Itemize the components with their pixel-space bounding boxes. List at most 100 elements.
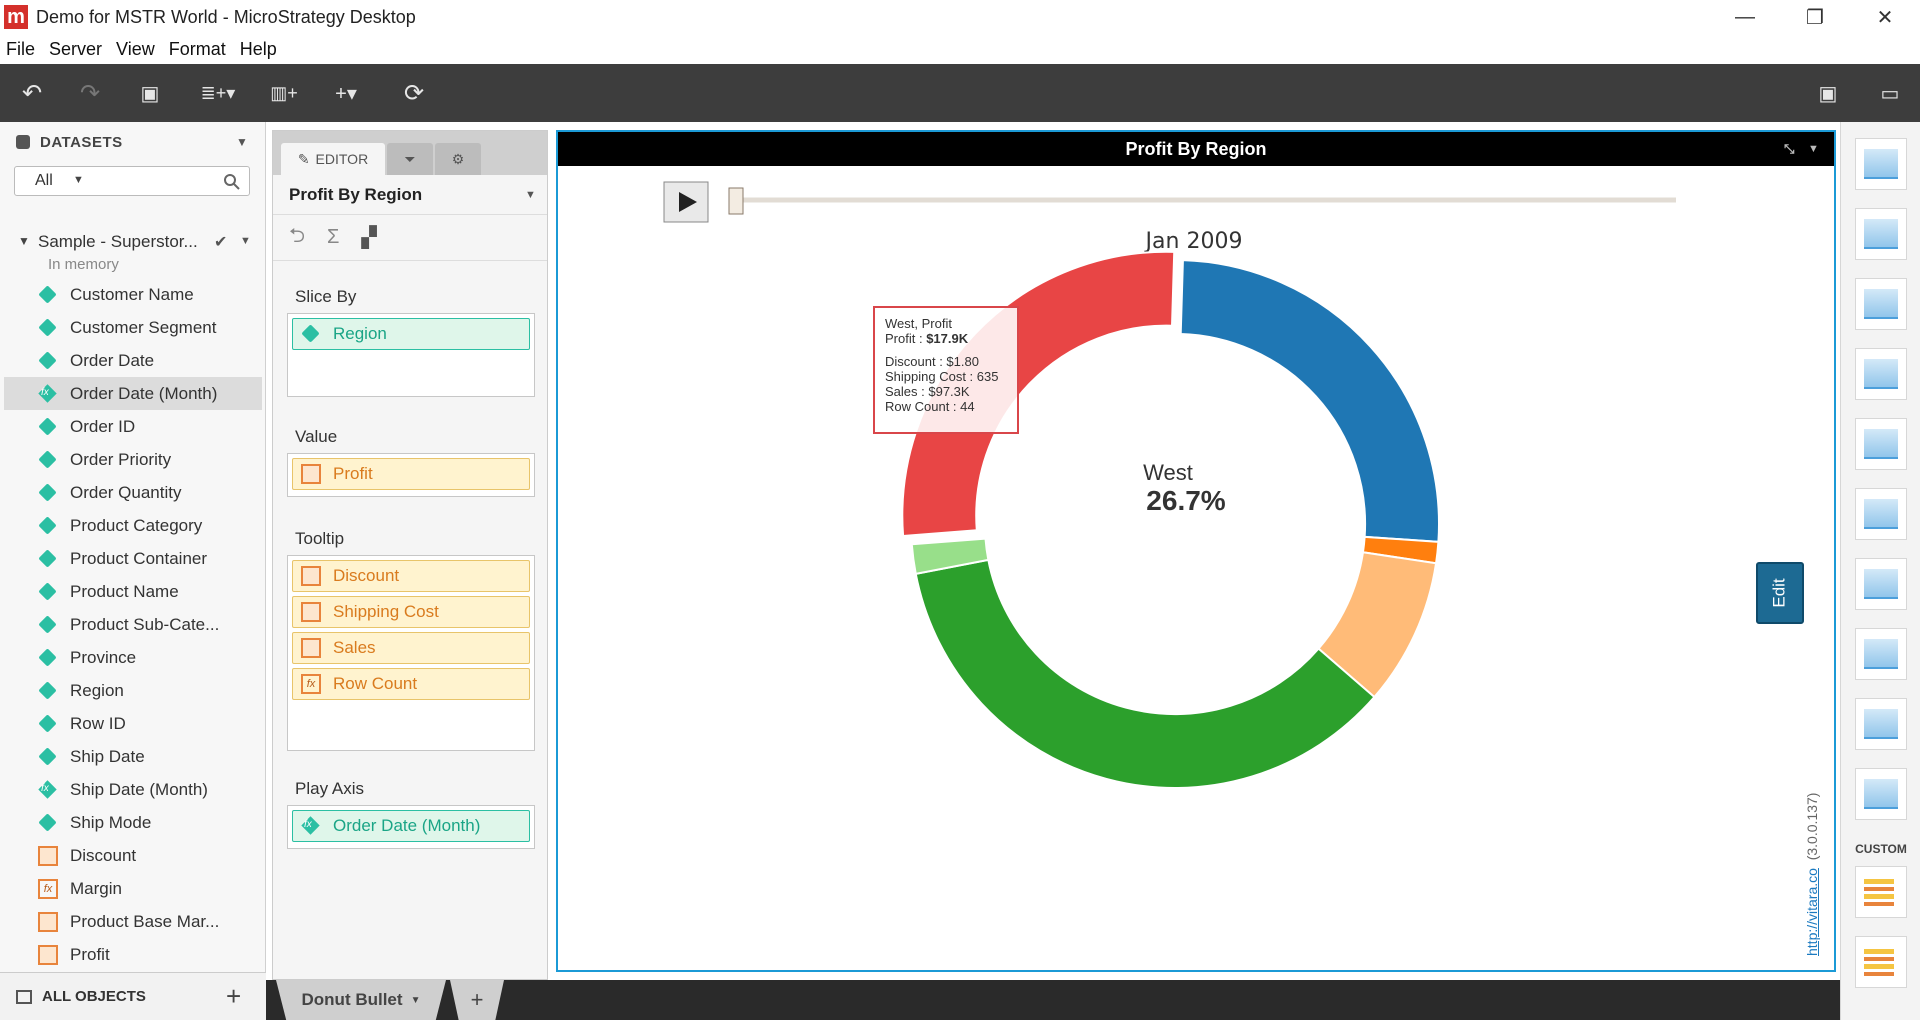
close-button[interactable]: ✕ (1876, 6, 1894, 29)
chevron-down-icon[interactable]: ▼ (410, 994, 421, 1006)
vitara-credit-text: http://vitara.co (3.0.0.137) (1804, 736, 1820, 956)
menu-file[interactable]: File (6, 38, 36, 59)
undo-icon[interactable]: ↶ (21, 79, 43, 107)
minimize-button[interactable]: — (1735, 5, 1755, 28)
dataset-object-item[interactable]: fx Ship Date (Month) (0, 773, 266, 806)
editor-title-text: Profit By Region (289, 184, 423, 204)
chart-options-icon[interactable]: ▞ (361, 227, 377, 249)
dataset-object-item[interactable]: Ship Mode (0, 806, 266, 839)
dataset-object-item[interactable]: Region (0, 674, 266, 707)
dataset-object-item[interactable]: Product Name (0, 575, 266, 608)
tooltip-chip-discount[interactable]: Discount (292, 560, 530, 592)
dataset-object-item[interactable]: Product Category (0, 509, 266, 542)
editor-viz-title[interactable]: Profit By Region ▼ (273, 175, 547, 215)
custom-bullet-icon[interactable] (1855, 866, 1907, 918)
bar-chart-icon[interactable] (1855, 278, 1907, 330)
combo-chart-icon[interactable] (1855, 628, 1907, 680)
heatmap-icon[interactable] (1855, 208, 1907, 260)
custom-bullet-glyph (1864, 879, 1894, 907)
menu-format[interactable]: Format (168, 38, 226, 59)
menu-server[interactable]: Server (49, 38, 103, 59)
attribute-icon (301, 324, 321, 344)
area-chart-glyph (1864, 429, 1898, 459)
tooltip-chip-row-count[interactable]: fx Row Count (292, 668, 530, 700)
play-axis-zone[interactable]: fx Order Date (Month) (287, 805, 535, 849)
tooltip-profit-value: $17.9K (926, 331, 969, 346)
refresh-icon[interactable]: ⟳ (403, 79, 425, 107)
vitara-link[interactable]: http://vitara.co (1804, 868, 1820, 956)
dataset-menu-icon[interactable]: ▼ (240, 235, 251, 247)
dataset-object-item[interactable]: Order Date (0, 344, 266, 377)
dataset-object-item[interactable]: Product Container (0, 542, 266, 575)
search-icon[interactable] (223, 173, 241, 191)
add-object-icon[interactable]: + (226, 981, 242, 1011)
value-zone[interactable]: Profit (287, 453, 535, 497)
play-axis-handle[interactable] (728, 187, 744, 215)
dataset-object-item[interactable]: Province (0, 641, 266, 674)
tab-filter[interactable]: ⏷ (387, 143, 433, 175)
dataset-object-item[interactable]: Product Sub-Cate... (0, 608, 266, 641)
grid-icon[interactable] (1855, 138, 1907, 190)
metric-icon (38, 911, 58, 932)
dataset-object-item[interactable]: Customer Name (0, 278, 266, 311)
bubble-chart-icon[interactable] (1855, 488, 1907, 540)
viz-menu-icon[interactable]: ▼ (1808, 143, 1819, 155)
dataset-object-item[interactable]: Profit (0, 938, 266, 971)
collapse-triangle-icon[interactable]: ▼ (18, 234, 30, 248)
tooltip-chip-sales[interactable]: Sales (292, 632, 530, 664)
tooltip-chip-shipping-cost[interactable]: Shipping Cost (292, 596, 530, 628)
tab-donut-bullet[interactable]: Donut Bullet ▼ (276, 980, 446, 1020)
dataset-object-item[interactable]: fx Margin (0, 872, 266, 905)
area-chart-icon[interactable] (1855, 418, 1907, 470)
dataset-object-item[interactable]: Product Base Mar... (0, 905, 266, 938)
dataset-object-item[interactable]: Customer Segment (0, 311, 266, 344)
sum-icon[interactable]: Σ (327, 226, 340, 248)
tab-editor[interactable]: ✎ EDITOR (281, 143, 385, 175)
pie-chart-icon[interactable] (1855, 558, 1907, 610)
donut-slice-3[interactable] (914, 558, 1376, 789)
slice-by-zone[interactable]: Region (287, 313, 535, 397)
all-objects-bar[interactable]: ALL OBJECTS + (0, 972, 266, 1020)
metric-icon (301, 638, 321, 658)
network-icon[interactable] (1855, 768, 1907, 820)
dataset-filter[interactable]: All ▼ (14, 166, 250, 196)
bubble-chart-glyph (1864, 499, 1898, 529)
maximize-icon[interactable]: ⤡ (1784, 141, 1795, 156)
add-page-button[interactable]: + (450, 980, 504, 1020)
donut-slice-4[interactable] (910, 537, 990, 576)
dataset-object-label: Customer Segment (70, 317, 217, 337)
add-icon[interactable]: +▾ (335, 82, 357, 105)
menu-help[interactable]: Help (239, 38, 277, 59)
save-icon[interactable]: ▣ (140, 82, 160, 105)
chevron-down-icon[interactable]: ▼ (525, 188, 536, 201)
donut-slice-0[interactable] (1179, 259, 1440, 543)
slice-by-chip-region[interactable]: Region (292, 318, 530, 350)
redo-icon[interactable]: ↷ (79, 79, 101, 107)
dataset-object-item[interactable]: Order ID (0, 410, 266, 443)
presentation-icon[interactable]: ▭ (1880, 82, 1900, 105)
menu-view[interactable]: View (116, 38, 155, 59)
edit-button[interactable]: Edit (1756, 562, 1804, 624)
custom-bar-icon[interactable] (1855, 936, 1907, 988)
share-icon[interactable]: ▣ (1818, 82, 1838, 105)
datasets-menu-icon[interactable]: ▼ (236, 135, 249, 149)
dataset-object-item[interactable]: fx Order Date (Month) (4, 377, 262, 410)
restore-button[interactable]: ❐ (1806, 6, 1824, 29)
play-axis-chip-order-date-month[interactable]: fx Order Date (Month) (292, 810, 530, 842)
dataset-object-item[interactable]: Order Priority (0, 443, 266, 476)
add-data-icon[interactable]: ≣+▾ (200, 82, 236, 103)
dataset-node[interactable]: ▼ Sample - Superstor... ✔ ▼ In memory (0, 226, 266, 274)
add-visualization-icon[interactable]: ▥+ (270, 82, 298, 103)
tab-format[interactable]: ⚙ (435, 143, 481, 175)
chevron-down-icon[interactable]: ▼ (73, 174, 84, 186)
dataset-object-label: Region (70, 680, 124, 700)
tooltip-zone[interactable]: Discount Shipping Cost Sales fx Row Coun… (287, 555, 535, 751)
dataset-object-item[interactable]: Row ID (0, 707, 266, 740)
value-chip-profit[interactable]: Profit (292, 458, 530, 490)
line-chart-icon[interactable] (1855, 348, 1907, 400)
dataset-object-item[interactable]: Ship Date (0, 740, 266, 773)
dataset-object-item[interactable]: Order Quantity (0, 476, 266, 509)
map-icon[interactable] (1855, 698, 1907, 750)
dataset-object-item[interactable]: Discount (0, 839, 266, 872)
swap-icon[interactable]: ⮌ (289, 224, 306, 247)
